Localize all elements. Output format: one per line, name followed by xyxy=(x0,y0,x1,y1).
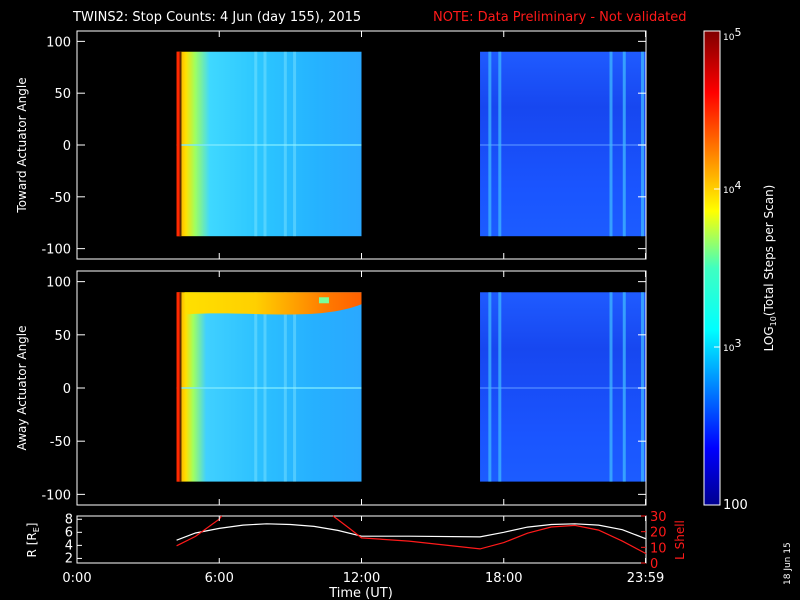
time-tick-label-2: 12:00 xyxy=(343,571,380,586)
stripe-toward-1 xyxy=(263,51,267,237)
chart-title: TWINS2: Stop Counts: 4 Jun (day 155), 20… xyxy=(72,10,361,25)
colorbar-frame xyxy=(703,30,721,506)
time-tick-label-3: 18:00 xyxy=(485,571,522,586)
time-tick-label-0: 0:00 xyxy=(62,571,91,586)
orbit-line-right-1 xyxy=(176,515,223,547)
stripe-right-toward-4 xyxy=(641,51,645,237)
r-tick-label-0: 8 xyxy=(65,512,73,527)
orbit-line-left-0 xyxy=(176,523,647,541)
r-tick-label-3: 2 xyxy=(65,551,73,566)
edge-dark-strip-away xyxy=(179,292,182,482)
stripe-right-away-1 xyxy=(498,292,502,482)
stripe-away-3 xyxy=(293,292,297,482)
ytick-label-away-0: 100 xyxy=(46,276,71,291)
r-tick-label-2: 4 xyxy=(65,538,73,553)
date-stamp: 18 Jun 15 xyxy=(783,542,793,585)
l-tick-label-3: 0 xyxy=(650,557,658,572)
stripe-toward-0 xyxy=(254,51,258,237)
r-tick-label-1: 6 xyxy=(65,525,73,540)
ytick-label-away-3: -50 xyxy=(50,435,71,450)
band-spot xyxy=(318,297,329,304)
heatmap-block-away-0 xyxy=(176,292,362,482)
stripe-right-away-2 xyxy=(609,292,613,482)
colorbar-gradient xyxy=(704,31,720,505)
stripe-away-2 xyxy=(283,292,287,482)
high-flux-band xyxy=(184,292,362,315)
edge-hot-strip-toward xyxy=(176,51,181,237)
colorbar-tick-label-1: 104 xyxy=(723,179,741,196)
stripe-away-0 xyxy=(254,292,258,482)
edge-dark-strip-toward xyxy=(179,51,182,237)
data-note: NOTE: Data Preliminary - Not validated xyxy=(433,10,687,25)
orbit-left-ylabel: R [RE] xyxy=(25,523,41,558)
stripe-toward-3 xyxy=(293,51,297,237)
stripe-right-toward-1 xyxy=(498,51,502,237)
stripe-right-away-3 xyxy=(622,292,626,482)
edge-hot-strip-away xyxy=(176,292,181,482)
heatmap-block-toward-1 xyxy=(480,51,646,237)
orbit-right-ylabel: L Shell xyxy=(673,520,687,560)
stripe-right-toward-0 xyxy=(488,51,492,237)
l-tick-label-0: 30 xyxy=(650,510,667,525)
ytick-label-toward-4: -100 xyxy=(41,243,71,258)
zero-angle-line-toward-1 xyxy=(480,144,646,146)
stripe-toward-2 xyxy=(283,51,287,237)
heatmap-block-away-1 xyxy=(480,292,646,482)
stripe-right-away-0 xyxy=(488,292,492,482)
panel-orbit-frame xyxy=(76,515,647,564)
ytick-label-toward-2: 0 xyxy=(63,139,71,154)
stripe-away-1 xyxy=(263,292,267,482)
colorbar-label: LOG10(Total Steps per Scan) xyxy=(762,185,778,352)
ytick-label-toward-0: 100 xyxy=(46,35,71,50)
panel-away: 100 50 0 -50 -100 Away Actuator Angle xyxy=(15,270,647,506)
ytick-label-away-2: 0 xyxy=(63,382,71,397)
stripe-right-toward-2 xyxy=(609,51,613,237)
panel-toward-ylabel: Toward Actuator Angle xyxy=(15,77,29,213)
ytick-label-toward-1: 50 xyxy=(54,87,71,102)
heatmap-block-toward-0 xyxy=(176,51,362,237)
ytick-label-toward-3: -50 xyxy=(50,191,71,206)
time-tick-label-4: 23:59 xyxy=(627,571,664,586)
time-xlabel: Time (UT) xyxy=(328,586,393,600)
colorbar: 105 104 103 100 LOG10(Total Steps per Scan) xyxy=(703,26,778,513)
ytick-label-away-1: 50 xyxy=(54,329,71,344)
panel-toward: 100 50 0 -50 -100 Toward Actuator Angle xyxy=(15,30,647,260)
orbit-line-right-2 xyxy=(332,515,647,555)
colorbar-tick-label-3: 100 xyxy=(723,498,748,513)
ytick-label-away-4: -100 xyxy=(41,488,71,503)
stripe-right-away-4 xyxy=(641,292,645,482)
colorbar-tick-label-0: 105 xyxy=(723,26,741,43)
zero-angle-line-away-1 xyxy=(480,387,646,389)
l-tick-label-1: 20 xyxy=(650,526,667,541)
l-tick-label-2: 10 xyxy=(650,541,667,556)
colorbar-tick-label-2: 103 xyxy=(723,337,741,354)
zero-angle-line-away-0 xyxy=(176,387,362,389)
zero-angle-line-toward-0 xyxy=(176,144,362,146)
panel-away-ylabel: Away Actuator Angle xyxy=(15,325,29,450)
time-tick-label-1: 6:00 xyxy=(205,571,234,586)
stripe-right-toward-3 xyxy=(622,51,626,237)
